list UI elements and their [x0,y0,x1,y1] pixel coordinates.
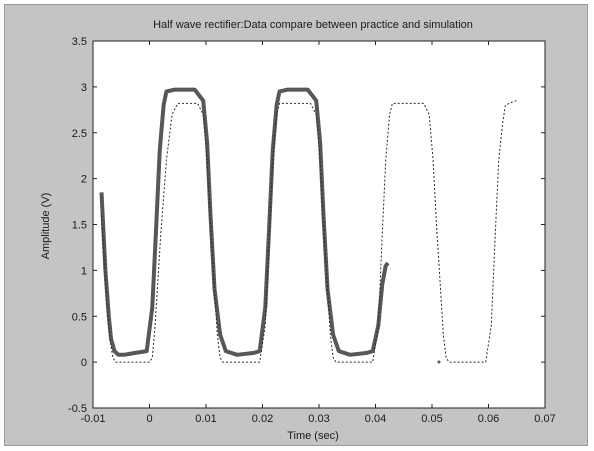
y-tick-label: -0.5 [68,403,87,415]
x-tick-label: 0.02 [252,413,273,425]
x-tick-label: -0.01 [80,413,105,425]
y-axis-label: Amplitude (V) [40,193,52,260]
plot-area [92,40,546,409]
x-tick-label: 0.06 [478,413,499,425]
y-tick-label: 0.5 [72,311,87,323]
stray-dot [437,360,441,364]
x-tick-labels: -0.01 0 0.01 0.02 0.03 0.04 0.05 0.06 0.07 [80,413,555,425]
chart-title: Half wave rectifier:Data compare between… [153,19,473,31]
y-tick-labels: -0.5 0 0.5 1 1.5 2 2.5 3 3.5 [68,36,87,415]
y-tick-label: 1.5 [72,220,87,232]
y-tick-label: 3 [81,82,87,94]
axis-ticks [92,40,546,409]
y-tick-label: 3.5 [72,36,87,48]
series-layer [99,87,517,363]
series-practice-line [99,87,390,357]
x-tick-label: 0.04 [365,413,386,425]
y-tick-label: 0 [81,357,87,369]
chart-svg: Half wave rectifier:Data compare between… [40,19,556,442]
y-tick-label: 2.5 [72,128,87,140]
y-tick-label: 1 [81,265,87,277]
x-tick-label: 0.07 [534,413,555,425]
x-tick-label: 0.05 [421,413,442,425]
x-tick-label: 0.01 [195,413,216,425]
series-simulation-line [101,100,517,363]
x-tick-label: 0 [146,413,152,425]
figure-window: Half wave rectifier:Data compare between… [4,4,588,446]
x-tick-label: 0.03 [308,413,329,425]
x-axis-label: Time (sec) [287,430,339,442]
y-tick-label: 2 [81,174,87,186]
